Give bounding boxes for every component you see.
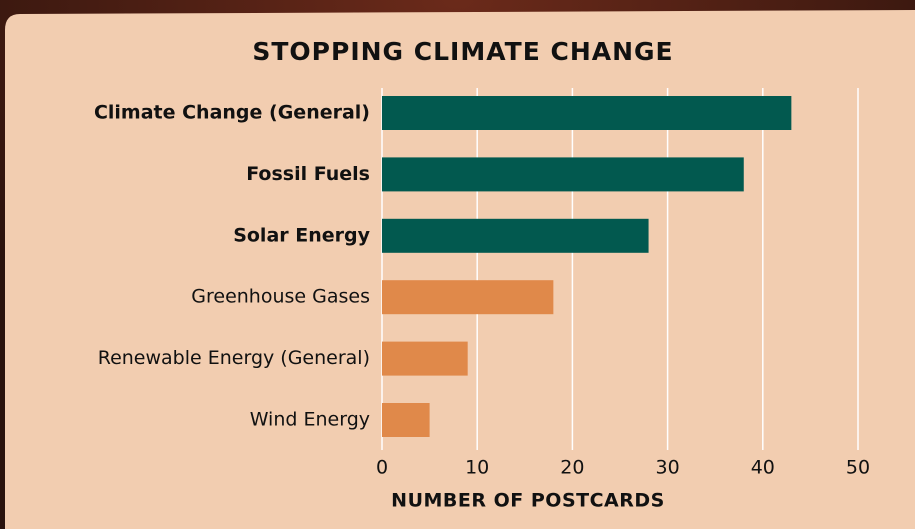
- bar: [382, 218, 649, 253]
- bar: [382, 157, 744, 192]
- x-tick-label: 50: [846, 457, 870, 479]
- x-tick-label: 20: [560, 457, 584, 479]
- bar: [382, 280, 554, 315]
- card: [5, 10, 915, 529]
- x-tick-label: 10: [465, 457, 489, 479]
- y-tick-label: Renewable Energy (General): [98, 347, 370, 369]
- bar: [382, 403, 430, 437]
- y-tick-label: Climate Change (General): [94, 102, 370, 124]
- y-tick-label: Fossil Fuels: [246, 163, 370, 185]
- chart-title: STOPPING CLIMATE CHANGE: [252, 37, 673, 66]
- x-tick-label: 0: [376, 457, 388, 479]
- y-tick-label: Wind Energy: [250, 409, 370, 431]
- bar: [382, 96, 792, 130]
- x-axis-label: NUMBER OF POSTCARDS: [391, 490, 665, 512]
- y-tick-label: Greenhouse Gases: [191, 286, 370, 308]
- x-tick-label: 30: [656, 457, 680, 479]
- bar: [382, 341, 468, 376]
- y-tick-label: Solar Energy: [233, 224, 370, 246]
- x-tick-label: 40: [751, 457, 775, 479]
